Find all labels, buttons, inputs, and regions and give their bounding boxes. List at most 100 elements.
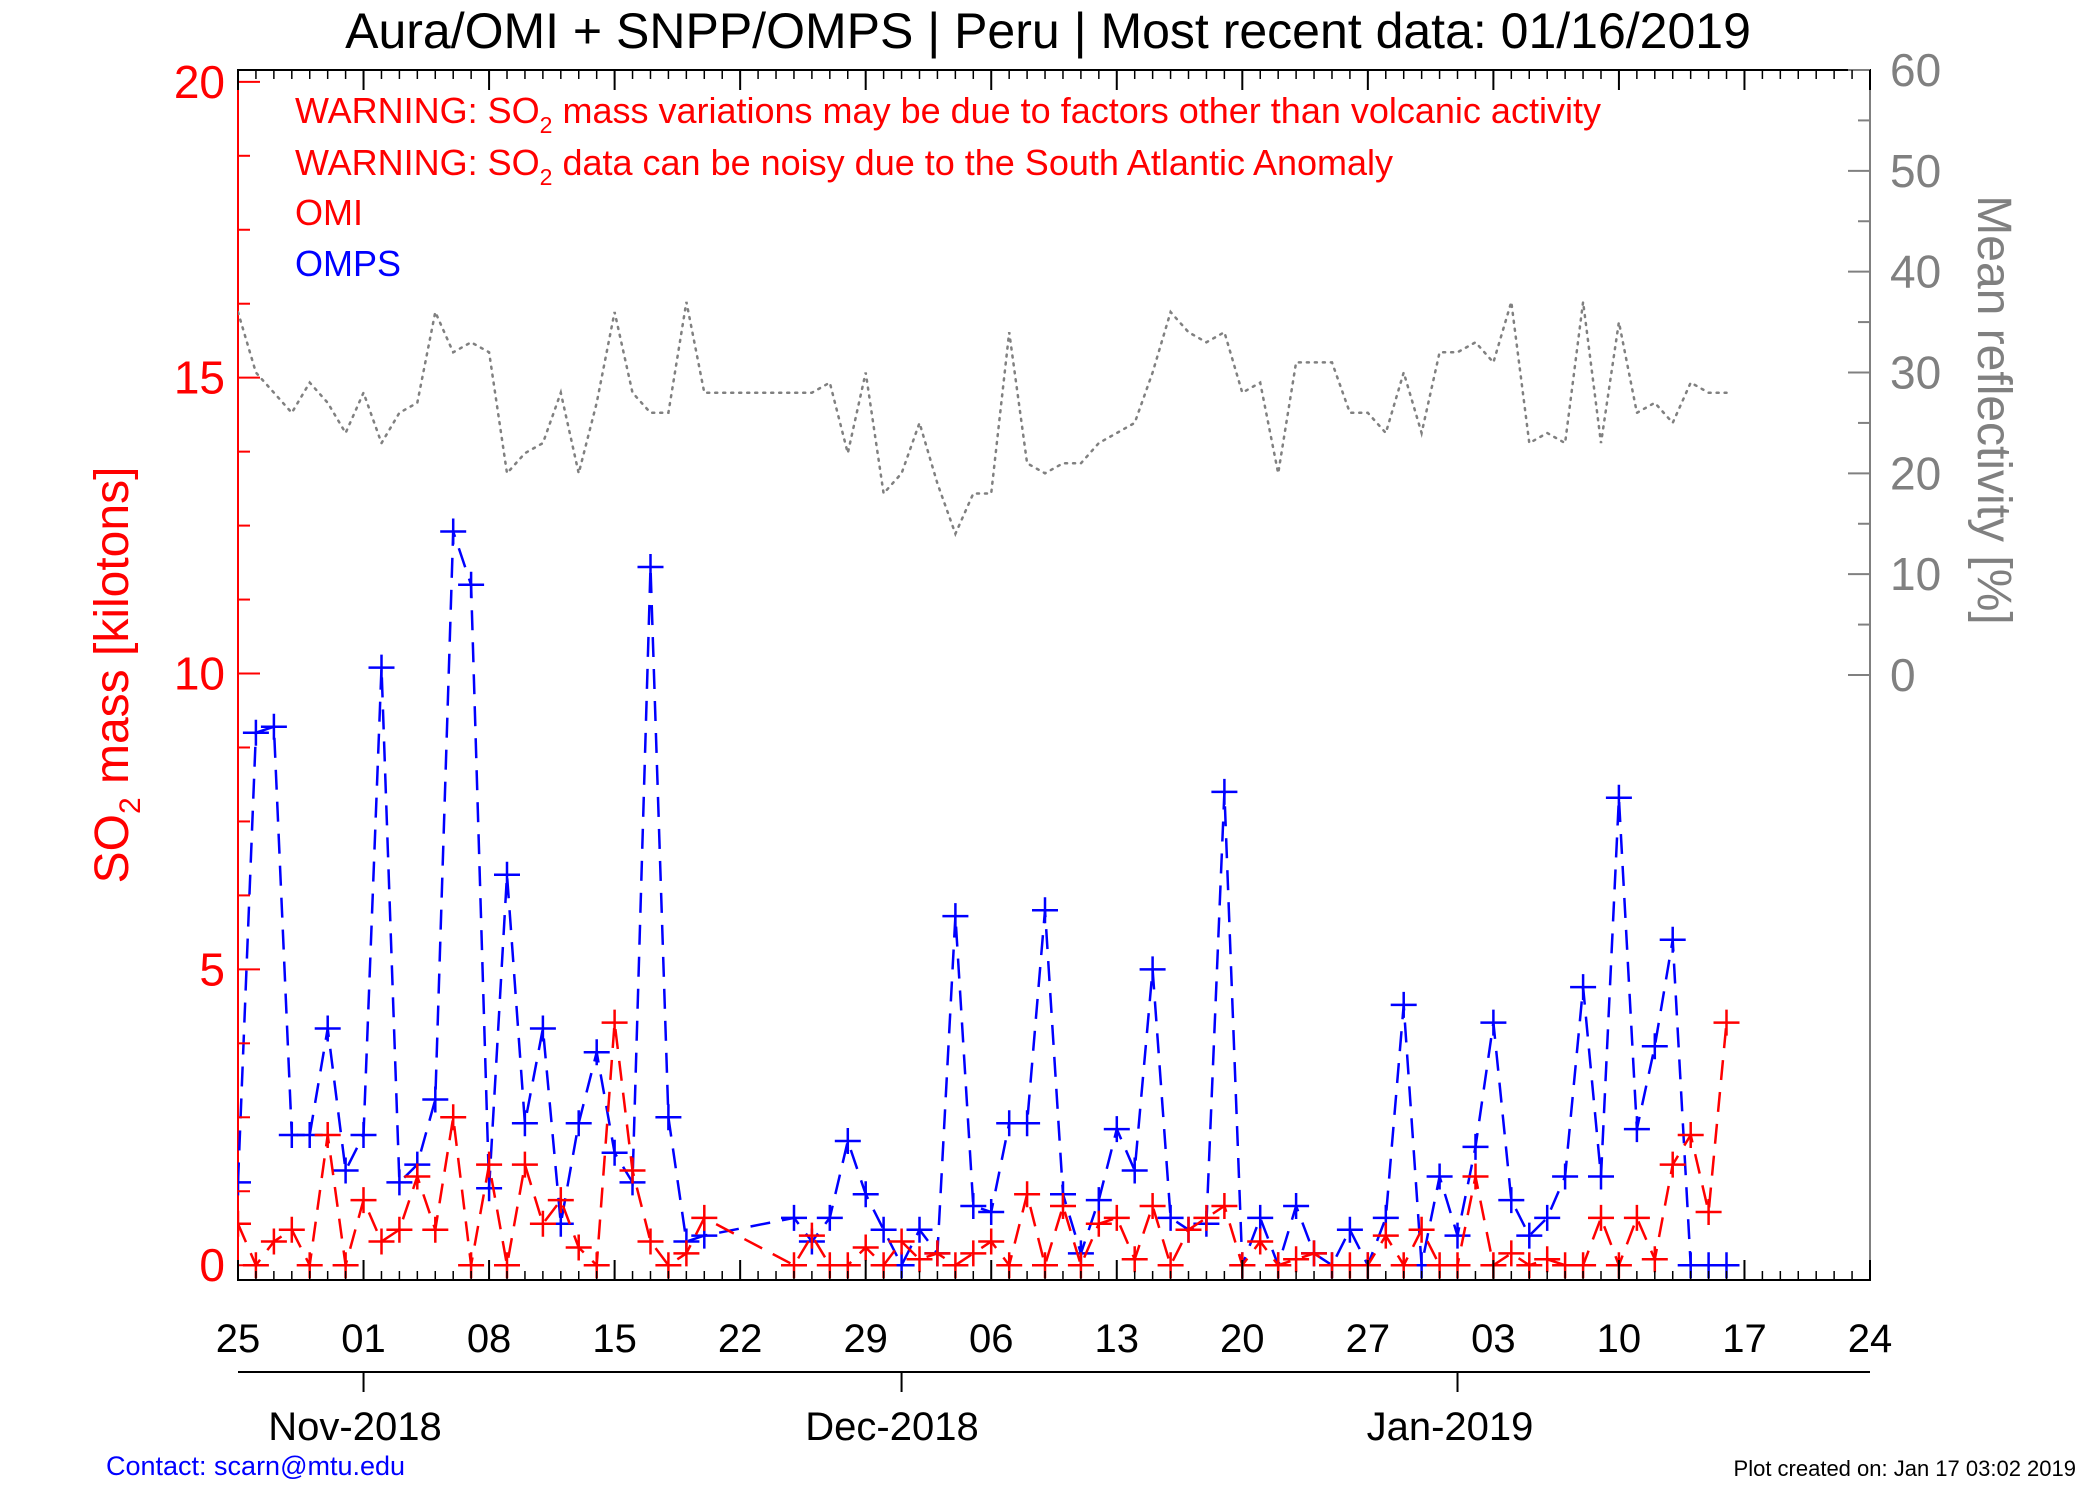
right-tick-label: 20 (1890, 447, 1941, 499)
omps-point (1103, 1116, 1130, 1143)
omps-point (1623, 1116, 1650, 1143)
x-tick-label: 06 (969, 1317, 1014, 1361)
omi-point (1103, 1204, 1130, 1231)
omps-point (529, 1015, 556, 1042)
x-tick-label: 17 (1722, 1317, 1767, 1361)
omi-point (1247, 1228, 1274, 1255)
warning-line-2: WARNING: SO2 data can be noisy due to th… (295, 142, 1393, 190)
right-axis-label: Mean reflectivity [%] (1967, 195, 2020, 624)
omps-point (511, 1110, 538, 1137)
omps-point (1462, 1133, 1489, 1160)
omps-point (1336, 1216, 1363, 1243)
omi-point (1050, 1193, 1076, 1219)
omps-point (440, 518, 467, 545)
omi-point (924, 1240, 951, 1267)
x-tick-label: 22 (718, 1317, 763, 1361)
omps-point (1498, 1187, 1525, 1214)
x-tick-label: 10 (1597, 1317, 1642, 1361)
right-axis-ticks: 0 10 20 30 40 50 60 (1848, 44, 1941, 701)
omi-point (547, 1187, 574, 1214)
omi-point (565, 1234, 592, 1261)
month-label: Dec-2018 (805, 1405, 978, 1449)
omps-point (637, 554, 664, 580)
omi-point (798, 1222, 825, 1249)
omi-point (1175, 1216, 1202, 1243)
x-tick-label: 25 (216, 1317, 261, 1361)
omps-point (368, 654, 395, 681)
omps-point (494, 861, 520, 888)
omi-point (314, 1122, 341, 1148)
omps-point (314, 1015, 341, 1042)
x-tick-label: 08 (467, 1317, 512, 1361)
left-tick-label: 15 (174, 352, 225, 404)
left-axis-ticks: 0 5 10 15 20 (174, 56, 260, 1291)
omi-point (1372, 1222, 1399, 1249)
omps-point (583, 1039, 610, 1066)
omi-point (1534, 1246, 1561, 1273)
omi-point (1713, 1009, 1740, 1036)
right-tick-label: 50 (1890, 145, 1941, 197)
left-tick-label: 10 (174, 648, 225, 700)
omps-point (1426, 1163, 1453, 1190)
omi-point (1211, 1193, 1238, 1219)
omps-point (1283, 1193, 1310, 1219)
omps-point (1605, 784, 1632, 811)
x-tick-label: 24 (1848, 1317, 1893, 1361)
omi-point (673, 1240, 700, 1267)
omi-point (1498, 1240, 1525, 1267)
left-tick-label: 5 (199, 943, 225, 995)
omi-point (906, 1246, 933, 1273)
omps-point (458, 571, 485, 598)
omps-point (655, 1104, 682, 1131)
month-axis: Nov-2018 Dec-2018 Jan-2019 (268, 1372, 1533, 1449)
omps-point (1211, 778, 1238, 805)
omps-point (350, 1122, 377, 1148)
omi-point (960, 1240, 987, 1267)
omps-point (1139, 956, 1166, 983)
omi-point (601, 1009, 628, 1036)
series-layer (238, 301, 1740, 1279)
omps-point (942, 903, 969, 930)
legend-omps: OMPS (295, 243, 401, 284)
omps-point (422, 1086, 449, 1113)
omps-point (601, 1139, 628, 1166)
plot-created-text: Plot created on: Jan 17 03:02 2019 (1734, 1456, 2076, 1481)
omps-point (1588, 1163, 1614, 1190)
right-tick-label: 40 (1890, 246, 1941, 298)
omi-point (1677, 1122, 1704, 1148)
x-tick-label: 27 (1346, 1317, 1391, 1361)
omps-point (960, 1193, 987, 1219)
omi-point (511, 1151, 538, 1178)
omps-point (260, 713, 287, 740)
omi-point (978, 1228, 1005, 1255)
omps-point (852, 1181, 879, 1208)
x-axis-ticks: 25 01 08 15 22 29 06 13 20 27 03 10 17 24 (216, 70, 1893, 1361)
omi-markers (238, 1009, 1740, 1279)
omps-point (386, 1169, 413, 1196)
omi-point (529, 1210, 556, 1237)
omps-point (1390, 991, 1417, 1018)
omps-point (238, 1169, 251, 1196)
x-tick-label: 01 (341, 1317, 386, 1361)
omps-point (1552, 1163, 1579, 1190)
omi-point (1462, 1163, 1489, 1190)
omi-point (1408, 1216, 1435, 1243)
omi-line (238, 1022, 1728, 1270)
omps-point (906, 1216, 933, 1243)
right-tick-label: 10 (1890, 548, 1941, 600)
omps-point (1480, 1009, 1507, 1036)
month-label: Nov-2018 (268, 1405, 441, 1449)
omi-point (1014, 1181, 1041, 1208)
omi-point (637, 1228, 664, 1255)
omps-point (1014, 1110, 1041, 1137)
omi-point (386, 1216, 413, 1243)
omps-point (1570, 974, 1597, 1001)
omps-point (242, 719, 269, 746)
warning-line-1: WARNING: SO2 mass variations may be due … (295, 90, 1601, 138)
omps-point (816, 1204, 843, 1231)
omi-point (1301, 1240, 1327, 1267)
omps-point (834, 1128, 861, 1154)
omi-point (1695, 1199, 1722, 1225)
omps-point (1534, 1204, 1561, 1231)
omi-point (1121, 1246, 1148, 1273)
